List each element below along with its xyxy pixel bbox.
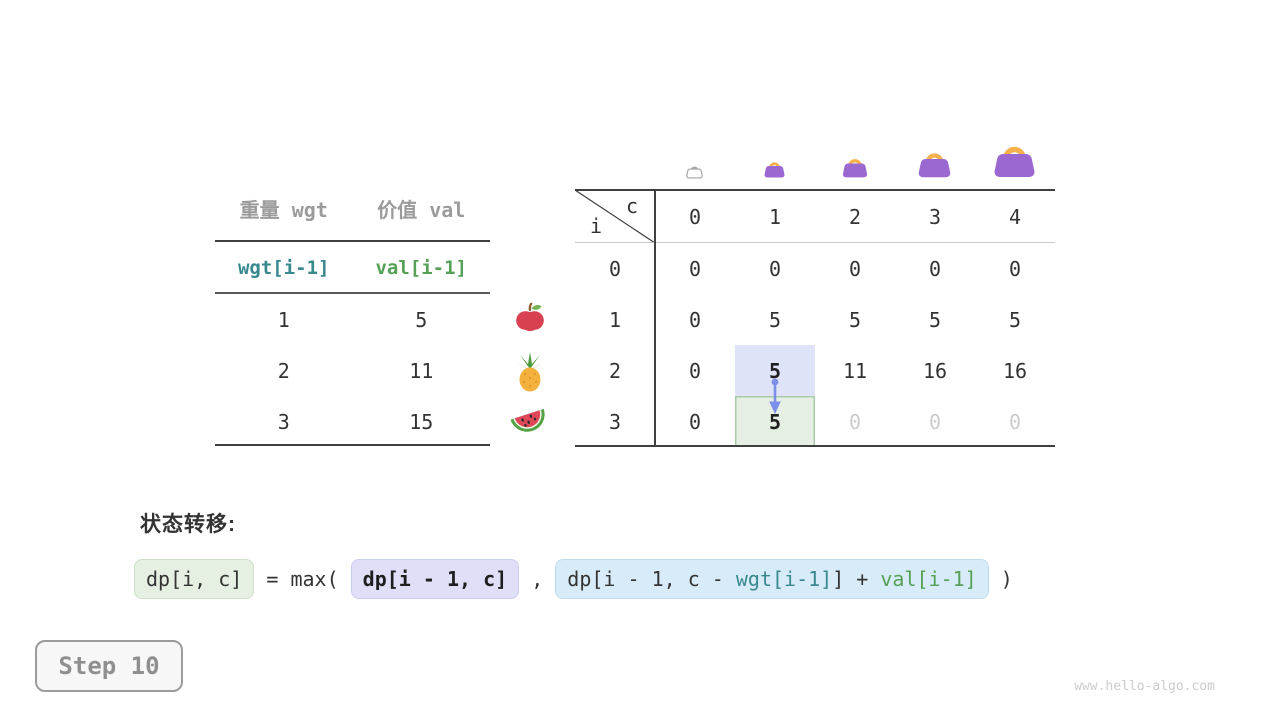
formula-option1-box: dp[i - 1, c] (350, 559, 520, 599)
dp-cell-i2-c3: 16 (922, 358, 948, 383)
formula-equals: = (254, 567, 291, 591)
state-transition-label: 状态转移: (140, 513, 236, 536)
dp-cell-i3-c0: 0 (688, 409, 702, 434)
item3-value: 15 (409, 410, 434, 434)
bag-capacity-1-icon (764, 162, 785, 178)
dp-cell-i0-c4: 0 (1008, 256, 1022, 281)
transition-arrow-icon (769, 378, 781, 414)
row-axis-label: i (590, 214, 603, 238)
value-column-header: 价值 val (377, 198, 466, 222)
items-table-rule-top (215, 240, 490, 242)
dp-col-header-3: 3 (928, 204, 942, 229)
formula-lhs-box: dp[i, c] (134, 559, 255, 599)
items-table-rule-mid (215, 292, 490, 294)
dp-cell-i2-c4: 16 (1002, 358, 1028, 383)
corner-diagonal-line (575, 190, 655, 243)
bag-capacity-0-icon (686, 166, 703, 179)
items-table-subheader: wgt[i-1] val[i-1] (215, 253, 490, 283)
weight-column-header: 重量 wgt (239, 198, 328, 222)
bag-capacity-4-icon (994, 146, 1035, 177)
dp-table: c i 0 1 2 3 4 0 0 0 0 0 0 1 0 5 5 5 5 2 … (575, 190, 1055, 447)
dp-row-header-0: 0 (608, 256, 622, 281)
items-table-header: 重量 wgt 价值 val (215, 195, 490, 225)
dp-cell-i3-c4: 0 (1008, 409, 1022, 434)
watermelon-icon (510, 408, 545, 432)
dp-cell-i1-c2: 5 (848, 307, 862, 332)
pineapple-icon (516, 352, 544, 392)
dp-cell-i3-c3: 0 (928, 409, 942, 434)
item2-weight: 2 (277, 359, 290, 383)
apple-icon (516, 302, 544, 332)
item2-value: 11 (409, 359, 434, 383)
dp-row-header-2: 2 (608, 358, 622, 383)
state-transition-formula: dp[i, c] = max( dp[i - 1, c] , dp[i - 1,… (134, 559, 1013, 599)
dp-col-header-4: 4 (1008, 204, 1022, 229)
dp-col-header-0: 0 (688, 204, 702, 229)
dp-cell-i1-c1: 5 (768, 307, 782, 332)
items-table: 重量 wgt 价值 val wgt[i-1] val[i-1] 1 5 2 11… (215, 195, 490, 447)
items-table-rule-bottom (215, 444, 490, 446)
items-table-row-1: 1 5 (215, 305, 490, 335)
formula-max-open: max( (290, 567, 351, 591)
items-table-row-2: 2 11 (215, 356, 490, 386)
item3-weight: 3 (277, 410, 290, 434)
dp-corner-cell: c i (575, 190, 655, 243)
formula-comma: , (519, 567, 556, 591)
dp-table-rule-bottom (575, 445, 1055, 447)
items-table-row-3: 3 15 (215, 407, 490, 437)
dp-cell-i1-c3: 5 (928, 307, 942, 332)
wgt-subheader: wgt[i-1] (237, 257, 330, 279)
dp-cell-i2-c0: 0 (688, 358, 702, 383)
dp-cell-i0-c1: 0 (768, 256, 782, 281)
formula-option2-mid: ] + (832, 567, 881, 591)
item1-value: 5 (415, 308, 428, 332)
dp-cell-i0-c3: 0 (928, 256, 942, 281)
dp-cell-i0-c2: 0 (848, 256, 862, 281)
bag-capacity-2-icon (842, 159, 868, 178)
dp-row-header-1: 1 (608, 307, 622, 332)
watermark: www.hello-algo.com (1074, 679, 1215, 694)
dp-table-rule-vertical (654, 189, 656, 447)
formula-close-paren: ) (988, 567, 1013, 591)
dp-table-rule-header (575, 242, 1055, 243)
dp-cell-i1-c4: 5 (1008, 307, 1022, 332)
dp-cell-i2-c2: 11 (842, 358, 868, 383)
dp-col-header-2: 2 (848, 204, 862, 229)
bag-capacity-3-icon (918, 153, 951, 178)
dp-cell-i1-c0: 0 (688, 307, 702, 332)
col-axis-label: c (625, 194, 638, 218)
formula-option2-val: val[i-1] (880, 567, 977, 591)
dp-cell-i3-c2: 0 (848, 409, 862, 434)
dp-row-header-3: 3 (608, 409, 622, 434)
item1-weight: 1 (277, 308, 290, 332)
formula-option2-box: dp[i - 1, c - wgt[i-1]] + val[i-1] (555, 559, 989, 599)
dp-table-rule-top (575, 189, 1055, 191)
formula-option2-prefix: dp[i - 1, c - (567, 567, 736, 591)
dp-cell-i0-c0: 0 (688, 256, 702, 281)
dp-col-header-1: 1 (768, 204, 782, 229)
formula-option2-wgt: wgt[i-1] (735, 567, 833, 591)
val-subheader: val[i-1] (375, 257, 467, 279)
step-badge: Step 10 (35, 640, 183, 692)
